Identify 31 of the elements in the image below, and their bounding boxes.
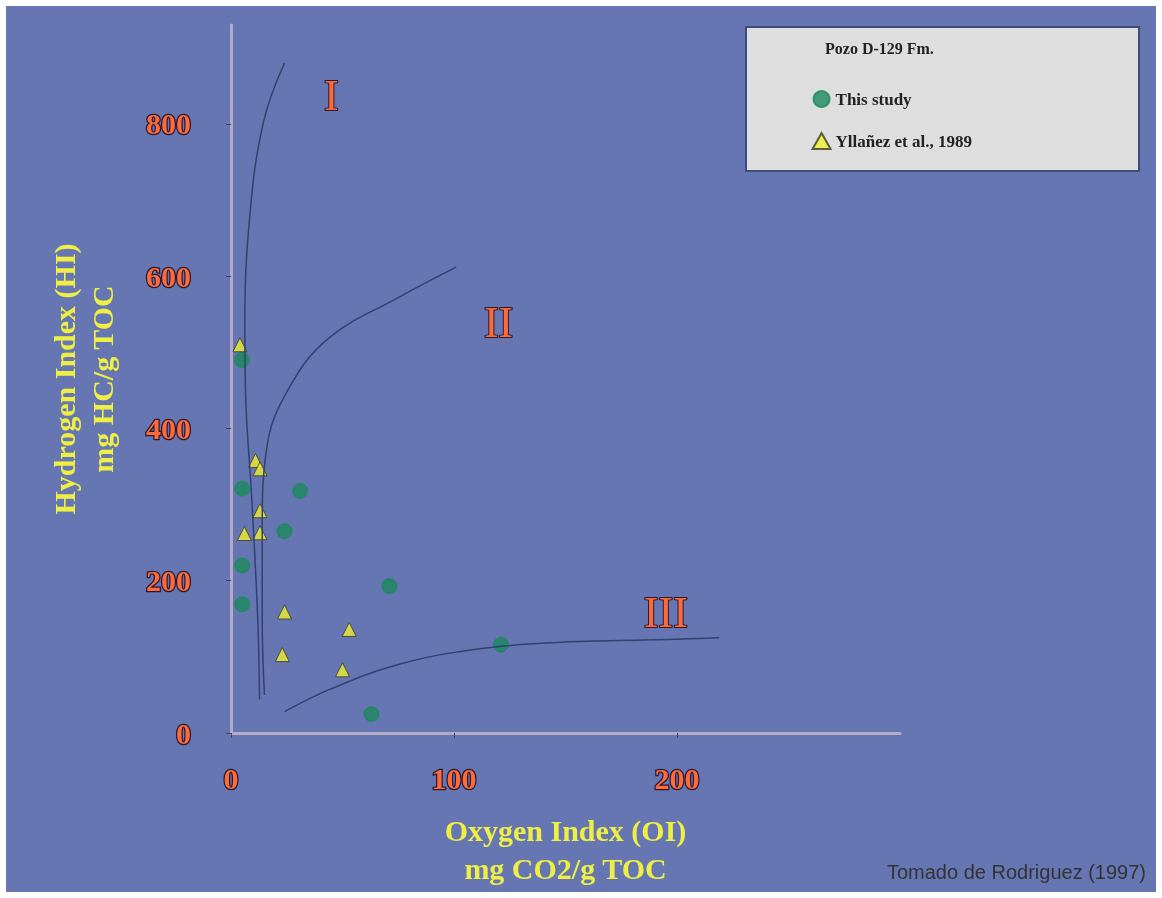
x-axis-title: Oxygen Index (OI) mg CO2/g TOC [444,813,687,885]
point [234,557,251,574]
y-tick-label: 0 [176,716,191,750]
point [381,578,398,595]
y-tick-label: 400 [146,411,191,445]
y-axis-title: Hydrogen Index (HI) mg HC/g TOC [47,243,119,515]
annotation: I [324,71,339,121]
point [232,337,248,353]
y-tick-label: 800 [146,107,191,141]
x-tick-label: 100 [431,761,477,795]
x-tick-label: 200 [654,761,700,795]
legend-label: This study [835,89,913,109]
point [335,662,350,678]
point [274,647,290,663]
annotation: III [643,588,688,638]
point [292,482,309,499]
y-tick-label: 200 [146,564,191,598]
x-tick-label: 0 [223,761,239,795]
legend-label: Yllañez et al., 1989 [835,131,972,151]
point [276,523,293,540]
point [234,480,251,497]
point [234,596,251,613]
text: Tomado de Rodriguez (1997) [886,861,1146,883]
point [341,621,357,637]
legend-title: Pozo D-129 Fm. [824,39,934,58]
annotation: II [483,297,514,347]
y-tick-label: 600 [146,259,191,293]
point [236,526,252,542]
point [277,604,293,620]
line-series [283,637,721,713]
point [363,705,380,722]
